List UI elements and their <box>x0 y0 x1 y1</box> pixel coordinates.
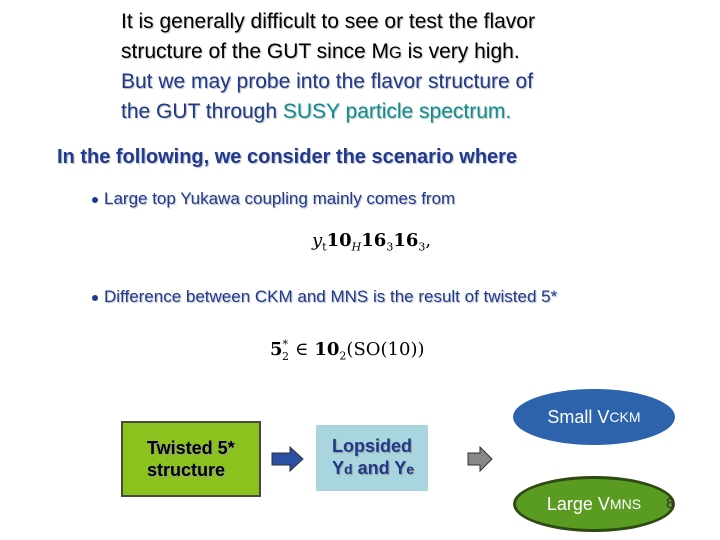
intro-line: structure of the GUT since MG is very hi… <box>121 40 520 65</box>
text: d <box>344 461 353 477</box>
formula-base: ∈ <box>295 339 309 360</box>
formula-base: 10 <box>314 339 340 360</box>
bullet: Large top Yukawa coupling mainly comes f… <box>92 189 455 209</box>
formula-term: (SO(10)) <box>346 339 424 360</box>
text: structure of the GUT since M <box>121 40 390 63</box>
bullet-text: Large top Yukawa coupling mainly comes f… <box>104 189 456 208</box>
text: Y <box>332 458 345 478</box>
arrow <box>467 446 493 472</box>
formula-term: 163 <box>393 230 426 254</box>
bullet-dot <box>92 196 98 203</box>
text: MNS <box>609 496 642 512</box>
intro-line: It is generally difficult to see or test… <box>121 10 535 33</box>
formula-base: 16 <box>361 230 387 251</box>
formula-sub: 2 <box>339 349 347 363</box>
formula-term: 10H <box>326 230 362 254</box>
text: Yd and Ye <box>332 457 428 480</box>
text: and Y <box>352 458 407 478</box>
formula: 5*2 ∈ 102(SO(10)) <box>270 338 425 363</box>
text: Twisted 5* <box>147 438 235 458</box>
formula-sub: 2 <box>282 349 290 363</box>
outcome-ellipse: Large V MNS <box>513 476 675 532</box>
intro-line: the GUT through SUSY particle spectrum. <box>121 100 511 124</box>
text: SUSY particle spectrum. <box>282 100 512 123</box>
intro-line: But we may probe into the flavor structu… <box>121 70 534 93</box>
formula-base: y <box>312 230 323 251</box>
formula-base: , <box>425 230 432 251</box>
formula-base: (SO(10)) <box>346 339 425 360</box>
arrow-shape <box>271 446 304 472</box>
formula-term: 5*2 <box>270 338 290 363</box>
formula-sub: 3 <box>386 240 394 254</box>
text: CKM <box>609 409 641 425</box>
formula-base: 16 <box>393 230 419 251</box>
bullet-dot <box>92 294 98 301</box>
formula-sub: H <box>351 240 362 254</box>
formula-sub: t <box>322 240 327 254</box>
formula-term: ∈ <box>289 339 314 360</box>
bullet: Difference between CKM and MNS is the re… <box>92 287 557 307</box>
formula-base: 10 <box>326 230 352 251</box>
text: structure <box>147 460 226 480</box>
formula-term: 102 <box>314 339 347 363</box>
source-box: Twisted 5* structure <box>121 421 261 497</box>
formula: yt10H163163, <box>312 230 431 254</box>
formula-term: yt <box>312 230 327 254</box>
text: Lopsided <box>332 436 412 456</box>
arrow <box>271 446 304 472</box>
bullet-text: Difference between CKM and MNS is the re… <box>104 287 558 306</box>
formula-sub: 3 <box>418 240 426 254</box>
outcome-ellipse: Small V CKM <box>513 389 675 445</box>
formula-sup: * <box>282 338 289 351</box>
heading: In the following, we consider the scenar… <box>57 146 518 168</box>
text: Large V <box>546 493 610 514</box>
arrow-shape <box>467 446 493 472</box>
page-number: 8 <box>666 495 675 512</box>
formula-term: 163 <box>361 230 394 254</box>
text: e <box>406 461 415 477</box>
middle-box: Lopsided Yd and Ye <box>316 425 428 491</box>
text: Small V <box>547 406 610 427</box>
text: G <box>389 44 402 62</box>
formula-base: 5 <box>270 339 283 360</box>
formula-term: , <box>425 230 431 251</box>
text: is very high. <box>401 40 520 63</box>
text: the GUT through <box>121 100 283 123</box>
